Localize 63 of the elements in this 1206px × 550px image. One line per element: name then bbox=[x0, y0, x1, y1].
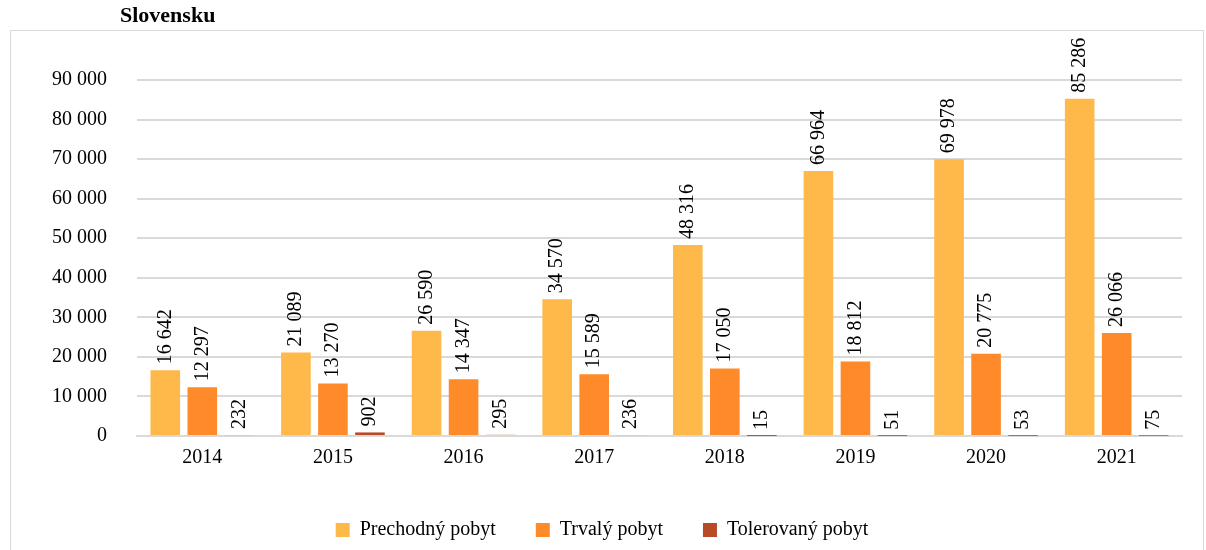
bar bbox=[934, 159, 964, 435]
data-label: 15 589 bbox=[581, 313, 604, 369]
bar bbox=[971, 353, 1001, 435]
data-label: 34 570 bbox=[544, 238, 567, 294]
data-label: 75 bbox=[1140, 409, 1163, 430]
data-label: 232 bbox=[226, 399, 249, 430]
y-tick-label: 40 000 bbox=[52, 265, 107, 288]
data-label: 18 812 bbox=[842, 300, 865, 356]
data-label: 13 270 bbox=[320, 322, 343, 378]
y-tick-label: 90 000 bbox=[52, 67, 107, 90]
data-label: 236 bbox=[618, 399, 641, 430]
y-tick-label: 30 000 bbox=[52, 304, 107, 327]
data-label: 51 bbox=[879, 409, 902, 430]
legend-label: Tolerovaný pobyt bbox=[726, 517, 869, 541]
bar bbox=[840, 361, 871, 435]
chart-title: Slovensku bbox=[120, 2, 216, 28]
x-tick-label: 2014 bbox=[182, 445, 223, 468]
y-tick-label: 60 000 bbox=[52, 185, 107, 208]
data-label: 14 347 bbox=[450, 318, 473, 374]
y-tick-label: 70 000 bbox=[52, 146, 107, 169]
data-label: 902 bbox=[357, 396, 380, 427]
y-tick-label: 0 bbox=[97, 423, 107, 446]
data-label: 66 964 bbox=[805, 110, 828, 166]
bar bbox=[281, 352, 311, 435]
bar bbox=[355, 432, 385, 435]
bar bbox=[710, 368, 740, 435]
data-label: 53 bbox=[1010, 409, 1033, 430]
x-tick-label: 2015 bbox=[312, 445, 353, 468]
bar bbox=[803, 171, 834, 435]
bar bbox=[542, 299, 572, 435]
legend-label: Trvalý pobyt bbox=[559, 517, 664, 541]
bar bbox=[1064, 98, 1095, 435]
data-label: 20 775 bbox=[973, 292, 996, 348]
data-label: 17 050 bbox=[712, 307, 735, 363]
data-label: 295 bbox=[487, 398, 510, 429]
y-tick-label: 10 000 bbox=[52, 383, 107, 406]
x-tick-label: 2018 bbox=[704, 445, 745, 468]
bar bbox=[448, 379, 479, 435]
x-tick-label: 2017 bbox=[574, 445, 615, 468]
data-label: 26 590 bbox=[413, 269, 436, 325]
data-label: 85 286 bbox=[1066, 37, 1089, 93]
y-tick-label: 20 000 bbox=[52, 344, 107, 367]
data-label: 21 089 bbox=[283, 291, 306, 347]
data-label: 12 297 bbox=[189, 326, 212, 382]
bar bbox=[411, 330, 442, 435]
data-label: 69 978 bbox=[936, 98, 959, 154]
bar bbox=[150, 370, 181, 435]
data-label: 48 316 bbox=[675, 183, 698, 239]
x-tick-label: 2019 bbox=[835, 445, 876, 468]
data-label: 26 066 bbox=[1103, 271, 1126, 327]
bar bbox=[187, 387, 218, 435]
y-tick-label: 50 000 bbox=[52, 225, 107, 248]
y-tick-label: 80 000 bbox=[52, 106, 107, 129]
x-tick-label: 2016 bbox=[443, 445, 484, 468]
data-label: 16 642 bbox=[152, 309, 175, 365]
data-label: 15 bbox=[749, 409, 772, 430]
x-tick-label: 2021 bbox=[1096, 445, 1137, 468]
bar bbox=[1101, 332, 1132, 435]
bar bbox=[673, 244, 703, 435]
bar bbox=[318, 383, 348, 435]
bar bbox=[579, 374, 609, 435]
legend-label: Prechodný pobyt bbox=[359, 517, 497, 541]
x-tick-label: 2020 bbox=[966, 445, 1007, 468]
